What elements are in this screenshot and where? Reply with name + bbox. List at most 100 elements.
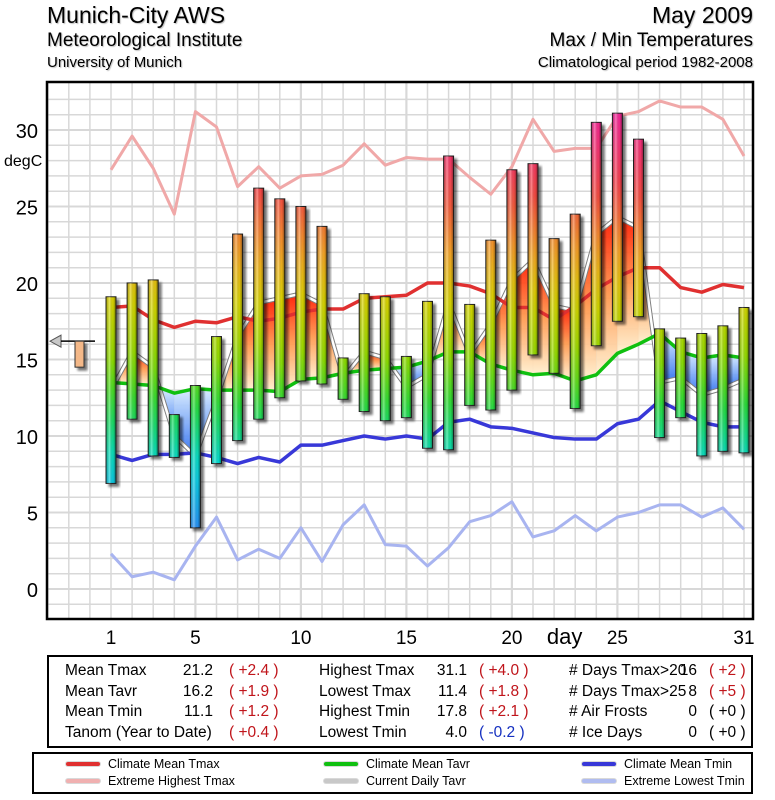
stat-row: Mean Tmax 21.2 ( +2.4 ) — [49, 662, 751, 682]
stat-value: 17.8 — [436, 703, 467, 720]
x-tick-label: 31 — [733, 628, 754, 649]
day-bar-shine — [739, 307, 749, 453]
day-bar-shine — [485, 240, 496, 410]
day-bar — [358, 293, 370, 413]
legend-swatch — [324, 779, 358, 783]
stat-value: 0 — [688, 703, 697, 720]
day-bar-shine — [148, 279, 159, 456]
stat-value: 11.1 — [183, 703, 213, 720]
legend-item: Extreme Lowest Tmin — [582, 774, 745, 788]
station-title: Munich-City AWS — [47, 2, 226, 28]
legend-item: Climate Mean Tmin — [582, 757, 732, 771]
day-bar-shine — [422, 301, 433, 449]
legend-item: Extreme Highest Tmax — [66, 774, 235, 788]
y-tick-label: 25 — [16, 198, 38, 220]
day-bar — [422, 300, 433, 449]
stat-value: 31.1 — [436, 662, 467, 679]
day-bar-shine — [317, 226, 327, 384]
day-bar — [654, 328, 666, 439]
institute-name: Meteorological Institute — [47, 30, 243, 51]
day-bar — [633, 138, 644, 318]
day-bar-shine — [549, 238, 560, 374]
y-tick-label: 30 — [16, 121, 38, 143]
arrow-left-icon — [48, 334, 62, 348]
y-tick-label: 5 — [27, 504, 38, 526]
day-bar-shine — [570, 214, 581, 409]
day-bar-shine — [633, 139, 644, 317]
period-mean-bar — [74, 340, 85, 368]
day-bar — [569, 213, 581, 409]
day-bar — [548, 238, 560, 374]
stat-anomaly: ( +0 ) — [709, 703, 746, 720]
period-mean-marker — [48, 334, 95, 368]
day-bar — [189, 385, 201, 529]
stat-value: 16.2 — [182, 682, 213, 700]
day-bar-shine — [211, 336, 222, 464]
stat-anomaly: ( +1.8 ) — [479, 682, 529, 700]
stat-anomaly: ( +2.1 ) — [479, 703, 529, 720]
y-tick-label: 15 — [16, 351, 38, 373]
extreme-lowest-tmin-line — [109, 500, 746, 582]
x-tick-label: 10 — [290, 628, 311, 649]
y-axis-label: degC — [4, 153, 42, 170]
legend-swatch — [66, 779, 100, 783]
daily-bars — [105, 112, 750, 529]
stat-label: # Air Frosts — [569, 703, 648, 720]
day-bar — [337, 357, 349, 400]
day-bar-shine — [675, 338, 686, 418]
y-axis: 0 5 10 15 20 25 30 degC — [4, 121, 42, 602]
day-bar — [379, 296, 391, 422]
stat-label: Mean Tmax — [65, 662, 147, 679]
stat-label: # Ice Days — [569, 723, 643, 741]
stat-anomaly: ( +4.0 ) — [479, 662, 529, 679]
day-bar-shine — [654, 328, 665, 438]
stat-row: Highest Tmin 17.8 ( +2.1 ) — [49, 703, 751, 723]
stat-row: Lowest Tmin 4.0 ( -0.2 ) — [49, 724, 751, 744]
stat-value: 0 — [688, 723, 697, 741]
day-bar-shine — [612, 113, 623, 322]
stat-anomaly: ( +2.4 ) — [229, 662, 279, 679]
day-bar-shine — [274, 198, 285, 398]
legend-swatch — [324, 762, 358, 766]
legend-item: Climate Mean Tavr — [324, 757, 470, 771]
day-bar-shine — [190, 385, 201, 528]
legend-label: Climate Mean Tavr — [366, 757, 470, 771]
legend-label: Extreme Highest Tmax — [108, 774, 235, 788]
university-name: University of Munich — [47, 54, 183, 71]
y-tick-label: 0 — [27, 580, 38, 602]
legend-label: Climate Mean Tmax — [108, 757, 220, 771]
day-bar-shine — [717, 325, 728, 452]
chart-subject: Max / Min Temperatures — [549, 30, 753, 51]
day-bar-shine — [464, 304, 475, 406]
extreme-highest-tmax-line — [109, 99, 746, 216]
day-bar-shine — [401, 356, 412, 418]
x-tick-label: 20 — [501, 628, 522, 649]
day-bar — [274, 198, 286, 399]
stat-row: # Air Frosts 0 ( +0 ) — [49, 703, 751, 723]
legend-label: Extreme Lowest Tmin — [624, 774, 745, 788]
day-bar — [464, 303, 476, 406]
stat-anomaly: ( +1.9 ) — [229, 682, 279, 700]
stat-value: 4.0 — [445, 723, 467, 741]
day-bar-shine — [443, 156, 454, 450]
stat-anomaly: ( -0.2 ) — [479, 723, 525, 741]
day-bar-shine — [506, 169, 517, 391]
day-bar-shine — [169, 414, 180, 458]
stat-label: Lowest Tmin — [319, 723, 407, 741]
stat-row: Lowest Tmax 11.4 ( +1.8 ) — [49, 683, 751, 703]
climatological-period: Climatological period 1982-2008 — [537, 54, 753, 71]
day-bar-shine — [253, 188, 264, 420]
day-bar — [168, 414, 180, 458]
period-mean-bar-body — [74, 340, 85, 368]
day-bar — [211, 336, 222, 465]
day-bar — [506, 169, 518, 391]
legend-item: Climate Mean Tmax — [66, 757, 220, 771]
day-bar — [147, 279, 159, 457]
x-tick-label: 5 — [190, 628, 201, 649]
legend-item: Current Daily Tavr — [324, 774, 466, 788]
stat-label: Mean Tmin — [65, 703, 143, 720]
day-bar — [590, 121, 602, 347]
day-bar-shine — [528, 163, 538, 355]
legend-label: Current Daily Tavr — [366, 774, 466, 788]
stat-anomaly: ( +0 ) — [709, 723, 746, 741]
